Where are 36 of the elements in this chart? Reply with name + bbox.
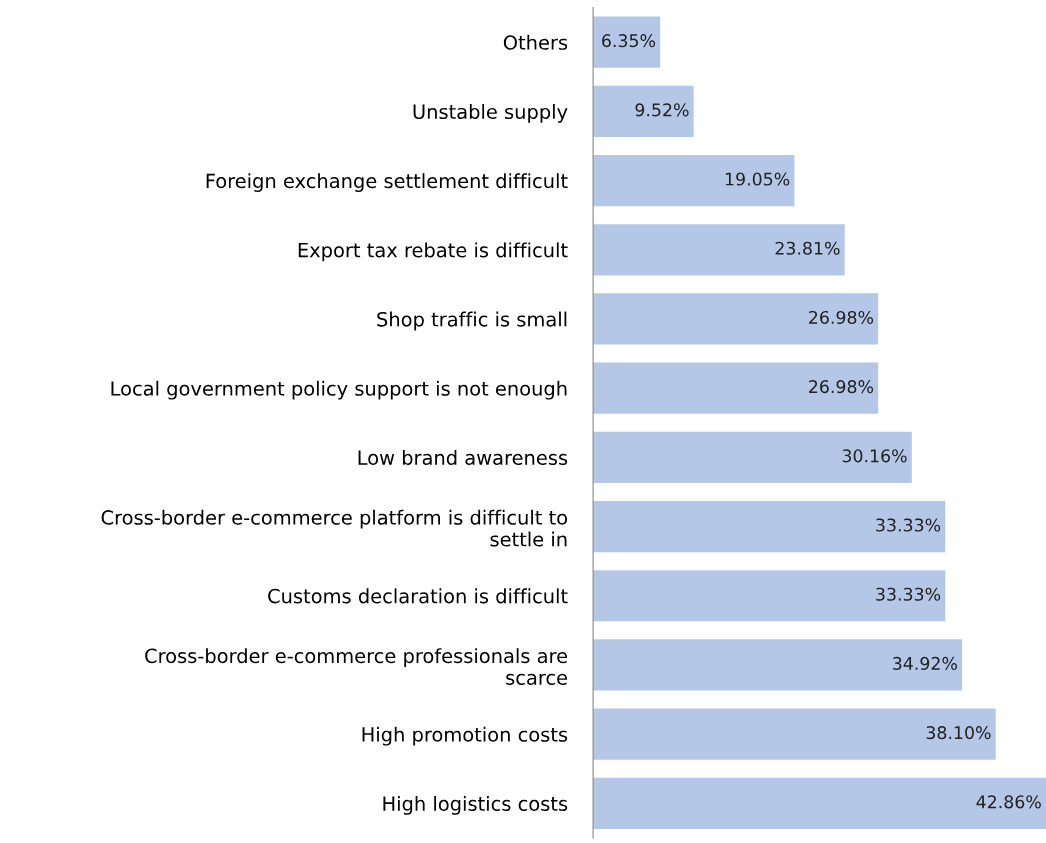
bar bbox=[593, 570, 946, 622]
data-label: 42.86% bbox=[976, 795, 1041, 809]
bar bbox=[593, 362, 879, 414]
bar bbox=[593, 293, 879, 345]
y-tick-label: Others bbox=[503, 34, 568, 50]
y-tick-label: Cross-border e-commerce professionals are scarce bbox=[145, 648, 568, 685]
y-tick-label: Unstable supply bbox=[413, 103, 568, 123]
data-label: 38.10% bbox=[926, 726, 991, 740]
y-tick-label: High promotion costs bbox=[362, 726, 568, 746]
data-label: 26.98% bbox=[809, 380, 874, 394]
data-label: 30.16% bbox=[842, 449, 907, 463]
bar bbox=[593, 85, 694, 137]
data-label: 26.98% bbox=[809, 310, 874, 325]
data-label: 19.05% bbox=[725, 172, 790, 186]
bar bbox=[593, 708, 996, 760]
y-tick-label: Cross-border e-commerce platform is difficult to settle in bbox=[101, 509, 568, 547]
data-label: 33.33% bbox=[876, 587, 941, 601]
y-tick-label: Customs declaration is difficult bbox=[268, 588, 568, 604]
y-tick-label: Local government policy support is not enough bbox=[111, 380, 567, 400]
bar bbox=[593, 224, 845, 276]
data-label: 9.52% bbox=[635, 103, 689, 117]
bar bbox=[593, 431, 912, 483]
data-label: 34.92% bbox=[893, 656, 957, 670]
y-tick-label: Export tax rebate is difficult bbox=[298, 242, 568, 262]
bar bbox=[593, 16, 661, 68]
y-tick-label: High logistics costs bbox=[383, 795, 568, 815]
data-label: 33.33% bbox=[876, 518, 941, 532]
bar bbox=[593, 500, 946, 553]
data-label: 23.81% bbox=[775, 241, 840, 255]
bar bbox=[593, 639, 963, 691]
y-tick-label: Foreign exchange settlement difficult bbox=[206, 173, 568, 193]
bar bbox=[593, 777, 1046, 829]
y-tick-label: Low brand awareness bbox=[358, 449, 568, 466]
data-label: 6.35% bbox=[602, 34, 656, 48]
bar bbox=[593, 154, 795, 207]
y-tick-label: Shop traffic is small bbox=[377, 311, 567, 331]
